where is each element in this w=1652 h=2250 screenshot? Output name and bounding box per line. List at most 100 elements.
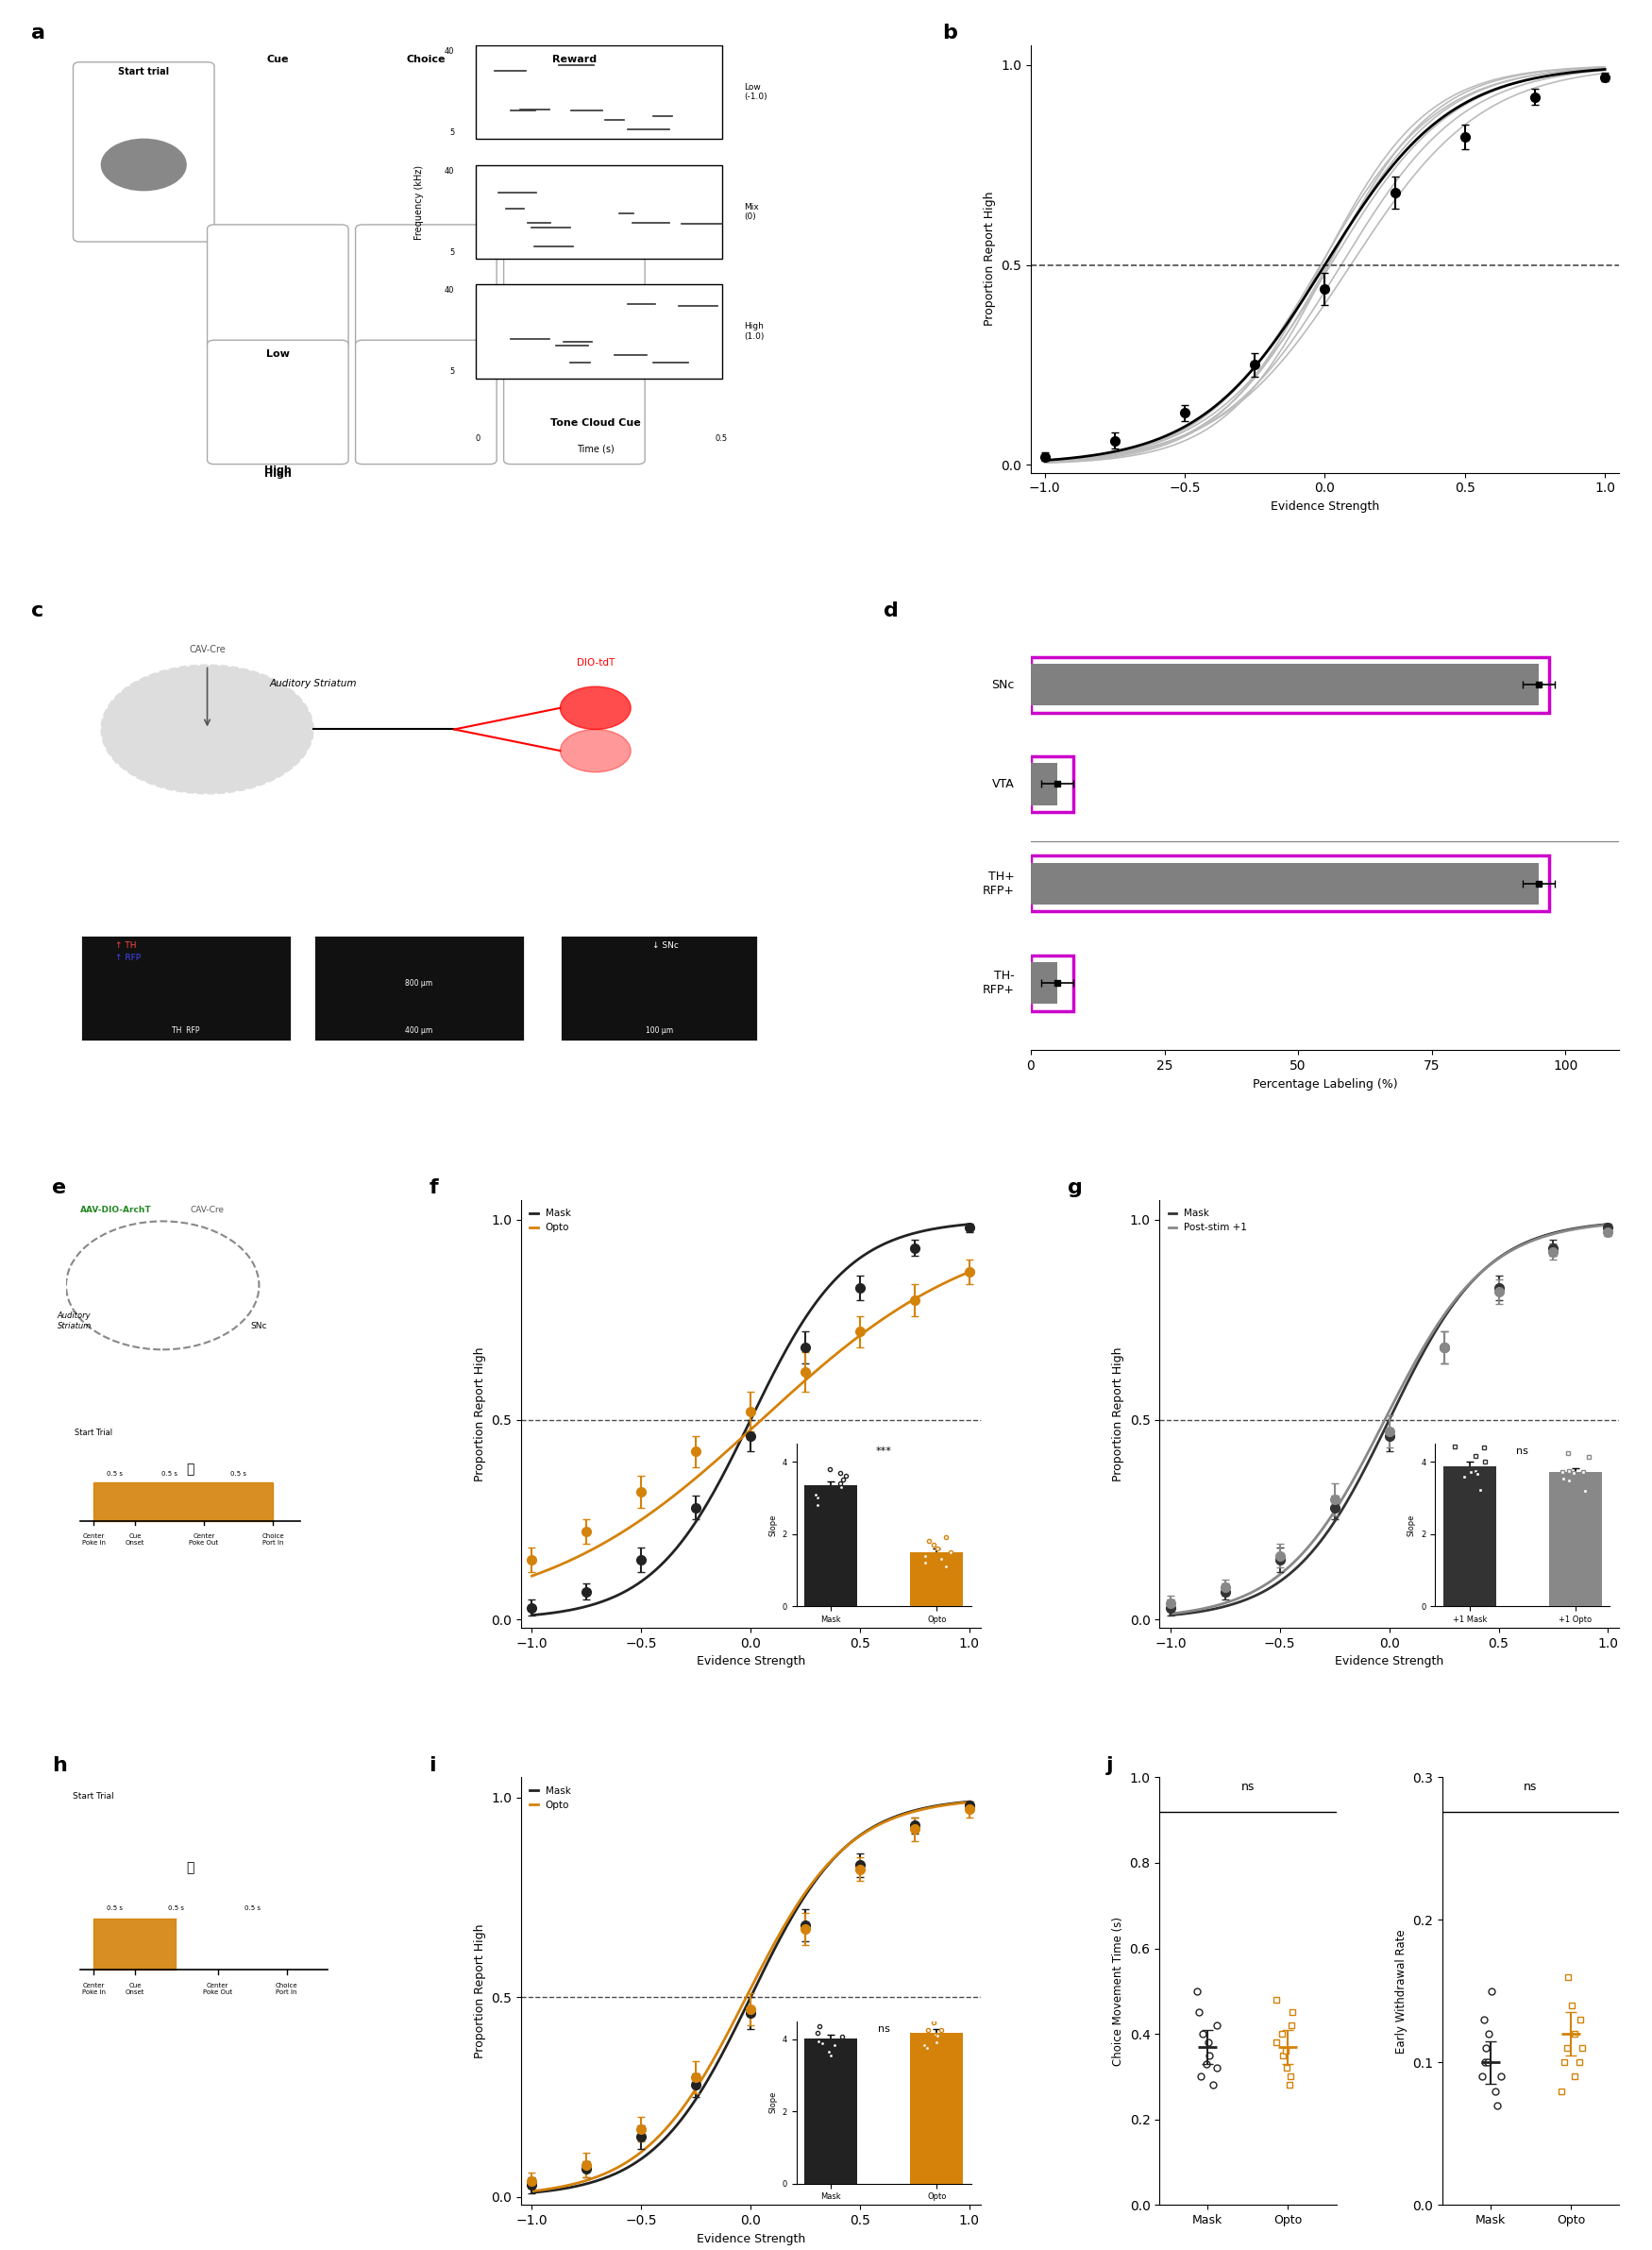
Text: 0.5: 0.5: [715, 434, 729, 443]
Text: Auditory
Striatum: Auditory Striatum: [58, 1312, 91, 1330]
Y-axis label: Proportion Report High: Proportion Report High: [983, 191, 996, 326]
Text: High
(1.0): High (1.0): [743, 322, 763, 340]
Circle shape: [560, 729, 631, 772]
Bar: [1031, 657, 1550, 713]
Text: Low
(-1.0): Low (-1.0): [743, 83, 767, 101]
Text: AAV-DIO-ArchT: AAV-DIO-ArchT: [79, 1206, 152, 1215]
Text: 40: 40: [444, 166, 454, 176]
Text: SNc: SNc: [251, 1321, 268, 1330]
Text: Reward: Reward: [552, 54, 596, 63]
Text: g: g: [1067, 1179, 1082, 1197]
Text: h: h: [53, 1755, 68, 1775]
Text: Choice
Port In: Choice Port In: [261, 1534, 284, 1546]
Text: 0.5 s: 0.5 s: [244, 1906, 259, 1910]
Text: 🔊: 🔊: [187, 1861, 193, 1874]
Text: d: d: [884, 601, 899, 621]
Text: VTA: VTA: [993, 778, 1014, 790]
Text: e: e: [53, 1179, 66, 1197]
Text: 400 μm: 400 μm: [405, 1026, 433, 1035]
Text: CAV-Cre: CAV-Cre: [188, 646, 226, 655]
FancyBboxPatch shape: [73, 63, 215, 241]
Text: Choice
Port In: Choice Port In: [276, 1982, 297, 1996]
Text: High: High: [264, 470, 291, 479]
X-axis label: Evidence Strength: Evidence Strength: [1335, 1656, 1444, 1667]
Circle shape: [560, 686, 631, 729]
FancyBboxPatch shape: [206, 225, 349, 349]
Text: i: i: [430, 1755, 436, 1775]
Text: Center
Poke In: Center Poke In: [83, 1982, 106, 1996]
FancyBboxPatch shape: [504, 340, 644, 463]
Text: Auditory Striatum: Auditory Striatum: [269, 679, 357, 688]
X-axis label: Evidence Strength: Evidence Strength: [1270, 499, 1379, 513]
Text: CAV-Cre: CAV-Cre: [190, 1206, 225, 1215]
Text: a: a: [31, 22, 45, 43]
Text: Choice: Choice: [406, 54, 446, 63]
Text: Frequency (kHz): Frequency (kHz): [415, 164, 423, 238]
Circle shape: [101, 140, 187, 191]
Text: TH+
RFP+: TH+ RFP+: [983, 871, 1014, 898]
Text: SNc: SNc: [991, 679, 1014, 691]
Text: TH  RFP: TH RFP: [172, 1026, 200, 1035]
Text: Mix
(0): Mix (0): [743, 202, 758, 220]
Text: Low: Low: [266, 349, 289, 360]
Text: c: c: [31, 601, 43, 621]
Text: Cue
Onset: Cue Onset: [126, 1982, 145, 1996]
Text: 5: 5: [449, 367, 454, 376]
Text: Center
Poke Out: Center Poke Out: [190, 1534, 218, 1546]
FancyBboxPatch shape: [206, 340, 349, 463]
Text: ↑ TH: ↑ TH: [116, 940, 137, 949]
Text: High: High: [264, 466, 291, 475]
Text: j: j: [1107, 1755, 1113, 1775]
Text: Start Trial: Start Trial: [73, 1791, 114, 1800]
FancyBboxPatch shape: [355, 225, 497, 349]
X-axis label: Evidence Strength: Evidence Strength: [695, 2232, 805, 2246]
Circle shape: [101, 666, 314, 794]
Bar: [1031, 855, 1550, 911]
Bar: [1031, 956, 1074, 1010]
Y-axis label: Proportion Report High: Proportion Report High: [1112, 1345, 1125, 1480]
FancyBboxPatch shape: [504, 225, 644, 349]
FancyBboxPatch shape: [355, 340, 497, 463]
Legend: Mask, Post-stim +1: Mask, Post-stim +1: [1165, 1204, 1251, 1238]
Text: Start trial: Start trial: [119, 67, 169, 76]
Text: b: b: [943, 22, 958, 43]
Text: ns: ns: [1241, 1780, 1254, 1793]
Bar: [1031, 763, 1057, 806]
Y-axis label: Proportion Report High: Proportion Report High: [474, 1345, 486, 1480]
Text: Center
Poke Out: Center Poke Out: [203, 1982, 233, 1996]
Bar: [81, 934, 292, 1042]
X-axis label: Evidence Strength: Evidence Strength: [695, 1656, 805, 1667]
Text: 40: 40: [444, 47, 454, 56]
Y-axis label: Early Withdrawal Rate: Early Withdrawal Rate: [1394, 1928, 1408, 2054]
Text: 0.5 s: 0.5 s: [106, 1906, 122, 1910]
Bar: [476, 45, 722, 139]
Text: TH-
RFP+: TH- RFP+: [983, 970, 1014, 997]
Bar: [1031, 664, 1538, 706]
X-axis label: Percentage Labeling (%): Percentage Labeling (%): [1252, 1078, 1398, 1089]
Text: Cue
Onset: Cue Onset: [126, 1534, 145, 1546]
Bar: [476, 164, 722, 259]
Text: 40: 40: [444, 286, 454, 295]
Text: Tone Cloud Cue: Tone Cloud Cue: [550, 418, 641, 427]
Text: 0.5 s: 0.5 s: [169, 1906, 185, 1910]
Bar: [1031, 756, 1074, 812]
Text: 0.5 s: 0.5 s: [106, 1472, 122, 1476]
Text: 0.5 s: 0.5 s: [162, 1472, 177, 1476]
Text: ↑ RFP: ↑ RFP: [116, 954, 140, 963]
Bar: [314, 934, 525, 1042]
Text: Start Trial: Start Trial: [74, 1429, 112, 1438]
Bar: [94, 1919, 177, 1969]
Text: f: f: [430, 1179, 438, 1197]
Text: ns: ns: [1523, 1780, 1538, 1793]
Legend: Mask, Opto: Mask, Opto: [525, 1782, 575, 1814]
Text: ↓ SNc: ↓ SNc: [653, 940, 679, 949]
Text: Center
Poke In: Center Poke In: [83, 1534, 106, 1546]
Bar: [560, 934, 758, 1042]
Text: Time (s): Time (s): [577, 443, 615, 452]
Bar: [177, 1919, 329, 1969]
Bar: [1031, 963, 1057, 1003]
Bar: [94, 1483, 273, 1521]
Text: 0: 0: [476, 434, 481, 443]
Text: 800 μm: 800 μm: [405, 979, 433, 988]
Y-axis label: Proportion Report High: Proportion Report High: [474, 1924, 486, 2059]
